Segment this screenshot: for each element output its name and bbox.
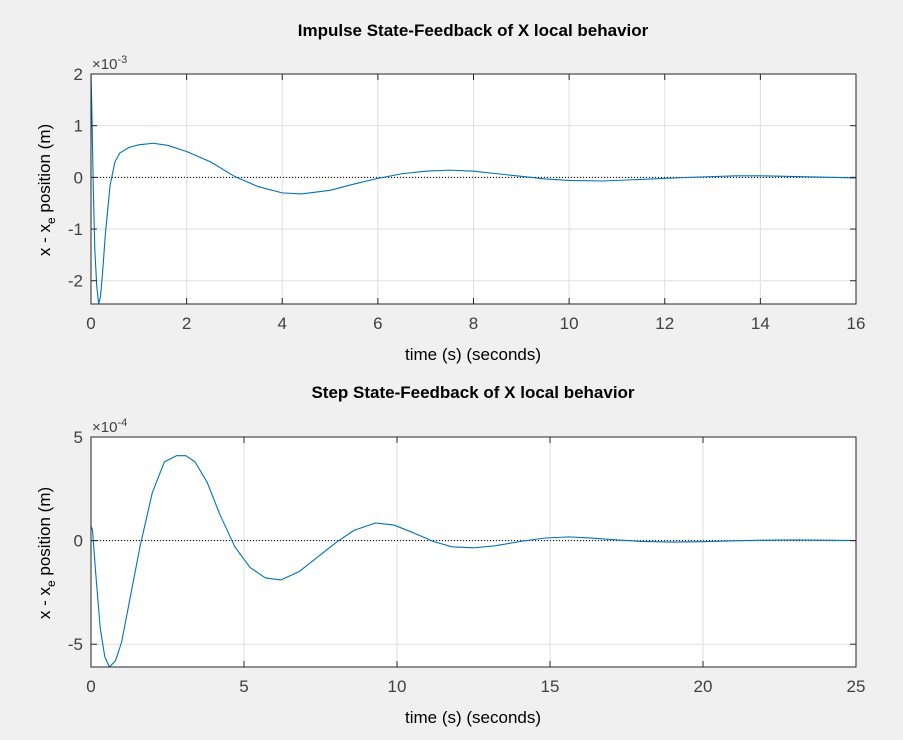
- step-ylabel-sub: e: [44, 580, 58, 587]
- impulse-ytick-label: 0: [74, 168, 83, 187]
- step-exponent-power: -4: [117, 417, 127, 429]
- impulse-plot-title: Impulse State-Feedback of X local behavi…: [298, 21, 649, 40]
- impulse-xtick-label: 8: [469, 314, 478, 333]
- step-plot-title: Step State-Feedback of X local behavior: [311, 383, 634, 402]
- step-xtick-label: 10: [388, 677, 407, 696]
- impulse-xtick-label: 0: [86, 314, 95, 333]
- step-xtick-label: 5: [239, 677, 248, 696]
- impulse-plot-exponent: ×10-3: [92, 54, 127, 73]
- step-axes: 0 5 10 15 20 25 -5 0 5: [68, 428, 866, 696]
- step-plot-xlabel: time (s) (seconds): [405, 708, 541, 727]
- step-ylabel-main: x - x: [35, 587, 54, 620]
- step-axes-box: [90, 436, 857, 668]
- step-series-line: [90, 455, 857, 668]
- step-xtick-label: 15: [541, 677, 560, 696]
- step-ylabel-tail: position (m): [35, 487, 54, 581]
- step-exponent-base: ×10: [92, 419, 117, 436]
- impulse-series-line: [90, 73, 857, 305]
- step-plot: 0 5 10 15 20 25 -5 0 5 Step State-Feedback of X …: [35, 383, 865, 727]
- step-ytick-label: 5: [74, 428, 83, 447]
- impulse-ytick-label: -2: [68, 272, 83, 291]
- step-axes-background: [91, 437, 856, 667]
- step-plot-exponent: ×10-4: [92, 417, 127, 436]
- impulse-xtick-label: 4: [278, 314, 287, 333]
- step-ytick-label: -5: [68, 635, 83, 654]
- impulse-exponent-power: -3: [117, 54, 127, 66]
- step-xtick-label: 0: [86, 677, 95, 696]
- impulse-ytick-label: -1: [68, 220, 83, 239]
- step-plot-ylabel: x - xe position (m): [35, 487, 58, 619]
- impulse-ylabel-tail: position (m): [35, 124, 54, 218]
- step-ytick-label: 0: [74, 532, 83, 551]
- impulse-xtick-label: 12: [655, 314, 674, 333]
- impulse-xtick-label: 14: [751, 314, 770, 333]
- impulse-xtick-label: 10: [560, 314, 579, 333]
- impulse-exponent-base: ×10: [92, 56, 117, 73]
- impulse-ylabel-main: x - x: [35, 224, 54, 257]
- impulse-xtick-label: 16: [847, 314, 866, 333]
- impulse-ytick-label: 1: [74, 117, 83, 136]
- impulse-xtick-label: 2: [182, 314, 191, 333]
- impulse-xtick-label: 6: [373, 314, 382, 333]
- impulse-ytick-label: 2: [74, 65, 83, 84]
- impulse-plot-ylabel: x - xe position (m): [35, 124, 58, 256]
- step-xtick-label: 25: [847, 677, 866, 696]
- impulse-plot-xlabel: time (s) (seconds): [405, 345, 541, 364]
- step-xtick-label: 20: [694, 677, 713, 696]
- impulse-ylabel-sub: e: [44, 217, 58, 224]
